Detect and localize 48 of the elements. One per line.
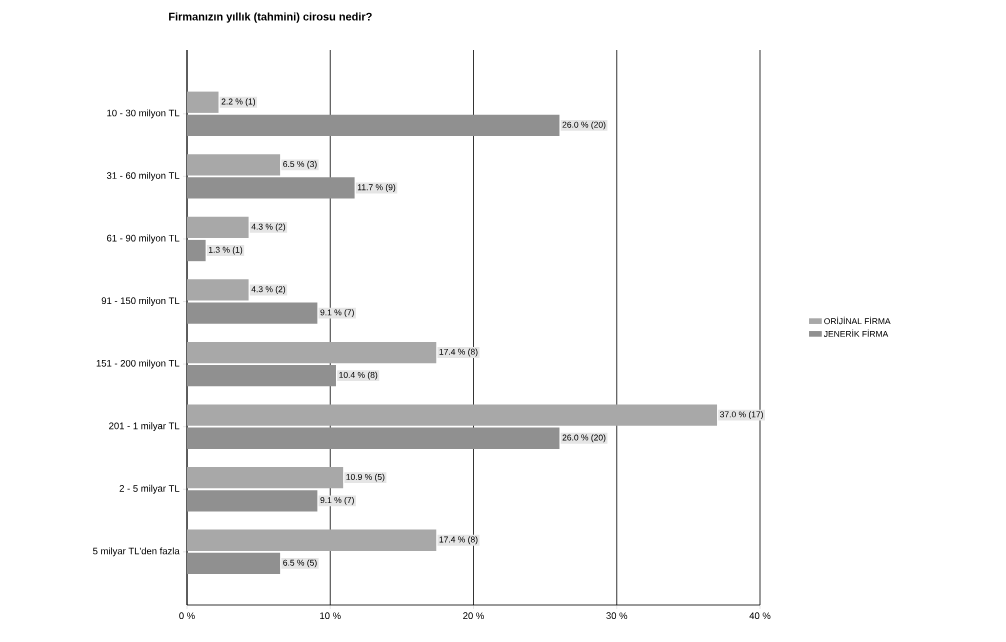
data-label: 9.1 % (7) [320,496,354,505]
legend-label: ORİJİNAL FİRMA [824,316,891,325]
data-label: 9.1 % (7) [320,309,354,318]
y-tick-label: 91 - 150 milyon TL [101,297,180,306]
y-tick-label: 5 milyar TL'den fazla [93,547,180,557]
bar [187,154,281,176]
data-label: 37.0 % (17) [720,411,763,420]
bar [187,467,344,489]
x-tick-label: 0 % [179,612,195,620]
y-tick-label: 151 - 200 milyon TL [96,359,180,369]
y-tick-label: 61 - 90 milyon TL [107,234,180,244]
bar [187,341,437,364]
bar [187,404,718,426]
bar [187,529,437,551]
chart-title: Firmanızın yıllık (tahmini) cirosu nedir? [169,12,372,23]
bar [187,91,219,113]
bar [187,239,206,262]
x-tick-label: 40 % [749,612,771,620]
bar [187,177,355,199]
bar [187,365,336,387]
data-label: 17.4 % (8) [439,348,478,357]
x-tick-label: 20 % [463,612,484,620]
bar [187,279,249,301]
bar [187,552,281,575]
data-label: 10.4 % (8) [339,371,378,380]
y-tick-label: 10 - 30 milyon TL [107,109,180,119]
data-label: 1.3 % (1) [208,246,243,255]
data-label: 11.7 % (9) [357,184,396,192]
bar [187,216,249,239]
data-label: 17.4 % (8) [439,536,478,545]
x-tick-label: 30 % [606,612,628,620]
data-label: 4.3 % (2) [251,286,286,294]
bar [187,114,560,137]
bar [187,302,318,324]
data-label: 6.5 % (3) [283,160,317,169]
data-label: 2.2 % (1) [221,98,256,107]
y-tick-label: 201 - 1 milyar TL [109,422,180,432]
data-label: 10.9 % (5) [346,473,385,482]
y-tick-label: 31 - 60 milyon TL [106,171,180,181]
data-label: 6.5 % (5) [283,559,317,568]
data-label: 4.3 % (2) [251,223,286,232]
bar [187,490,318,512]
x-tick-label: 10 % [320,612,341,620]
legend-label: JENERİK FİRMA [823,329,889,337]
y-tick-label: 2 - 5 milyar TL [119,484,180,494]
data-label: 26.0 % (20) [562,434,606,443]
bar [187,427,560,449]
data-label: 26.0 % (20) [562,121,606,130]
